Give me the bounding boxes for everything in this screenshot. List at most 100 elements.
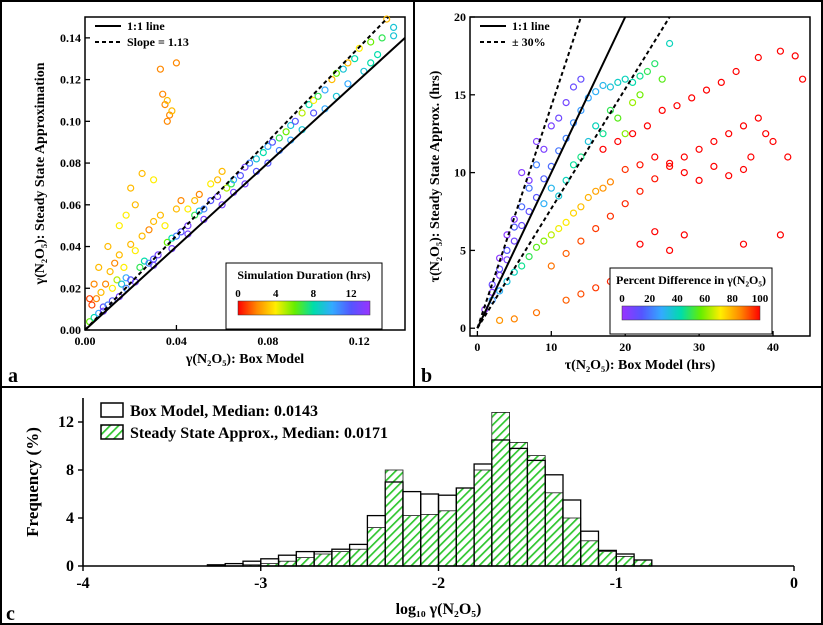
data-point (503, 246, 511, 254)
data-point (510, 215, 518, 223)
colorbar-tick-label: 40 (672, 293, 684, 305)
colorbar-gradient (237, 300, 371, 316)
bar-steady-state (384, 469, 404, 567)
x-tick-label: 40 (767, 340, 779, 354)
data-point (621, 165, 629, 174)
y-tick-label: 0 (460, 321, 466, 335)
data-point (117, 280, 126, 288)
panel-a-letter: a (8, 365, 18, 387)
data-point (577, 203, 585, 211)
data-point (305, 100, 313, 109)
data-point (115, 251, 123, 259)
data-point (282, 128, 290, 136)
data-point (547, 122, 555, 130)
panel-b-letter: b (421, 365, 432, 387)
data-point (106, 268, 114, 276)
data-point (156, 211, 164, 219)
y-tick-label: 10 (454, 166, 466, 180)
data-point (390, 23, 398, 31)
data-point (510, 315, 518, 323)
data-point (339, 65, 347, 73)
legend-label: Steady State Approx., Median: 0.0171 (130, 425, 388, 442)
data-point (218, 167, 226, 175)
y-axis-label: γ(N₂O₅): Steady State Approximation (33, 62, 48, 285)
data-point (614, 137, 622, 146)
data-point (621, 200, 629, 208)
data-point (259, 149, 267, 157)
data-point (207, 180, 215, 188)
data-point (252, 155, 260, 163)
y-axis-label: Frequency (%) (23, 427, 42, 537)
data-point (739, 122, 748, 130)
data-point (680, 169, 688, 177)
x-tick-label: 0 (474, 340, 480, 354)
colorbar-tick-label: 12 (346, 288, 358, 300)
data-point (680, 153, 688, 161)
data-point (555, 114, 563, 122)
data-point (747, 153, 755, 161)
y-tick-label: 0.08 (60, 156, 81, 170)
data-point (592, 284, 600, 292)
bar-steady-state (527, 455, 546, 567)
data-point (163, 96, 171, 105)
data-point (569, 161, 578, 169)
panel-a-chart: 0.00 0.04 0.08 0.12 0.00 0.02 0.04 0.06 0.08 0.10… (33, 15, 406, 367)
data-point (540, 175, 548, 183)
data-point (562, 296, 570, 304)
data-point (214, 176, 222, 184)
data-point (577, 290, 585, 298)
data-point (298, 109, 306, 117)
data-point (710, 137, 718, 146)
data-point (569, 209, 578, 217)
bar-steady-state (438, 510, 457, 567)
data-point (606, 83, 615, 91)
data-point (108, 284, 117, 292)
data-point (665, 159, 674, 167)
data-point (344, 80, 352, 88)
data-point (374, 50, 382, 59)
data-point (518, 203, 526, 211)
data-point (111, 259, 119, 267)
data-point (592, 225, 600, 233)
data-point (725, 172, 733, 180)
data-point (658, 106, 666, 115)
reference-line (84, 37, 406, 331)
panel-b-chart: 0 10 20 30 40 0 5 10 15 20 τ(N₂O₅): Box Model (hrs… (428, 10, 811, 373)
data-point (310, 109, 318, 117)
bar-steady-state (633, 559, 653, 567)
data-point (540, 200, 548, 208)
data-point (658, 75, 666, 83)
data-point (355, 44, 363, 52)
data-point (367, 38, 375, 46)
x-tick-label: 0.12 (349, 334, 370, 348)
x-tick-label: 20 (619, 340, 631, 354)
data-point (577, 237, 585, 245)
panel-c-letter: c (6, 603, 15, 625)
data-point (643, 67, 652, 76)
colorbar-tick-label: 20 (644, 293, 656, 305)
bar-steady-state (366, 527, 386, 567)
data-point (547, 262, 555, 270)
y-axis-label: τ(N₂O₅): Steady State Approx. (hrs) (428, 70, 443, 282)
data-point (636, 72, 644, 80)
data-point (540, 145, 548, 153)
data-point (584, 193, 592, 202)
data-point (101, 280, 110, 288)
bar-steady-state (455, 487, 475, 567)
bar-steady-state (313, 553, 333, 567)
data-point (95, 263, 103, 271)
data-point (651, 60, 659, 68)
data-point (665, 162, 674, 170)
data-point (547, 231, 555, 239)
data-point (172, 205, 180, 213)
y-tick-label: 0.10 (60, 114, 81, 128)
data-point (599, 145, 607, 153)
data-point (614, 114, 622, 122)
bar-steady-state (491, 411, 510, 567)
x-tick-label: 0 (790, 575, 798, 592)
data-point (621, 130, 629, 138)
data-point (518, 221, 526, 230)
data-point (127, 240, 135, 248)
data-point (651, 175, 659, 183)
bar-steady-state (580, 540, 599, 567)
